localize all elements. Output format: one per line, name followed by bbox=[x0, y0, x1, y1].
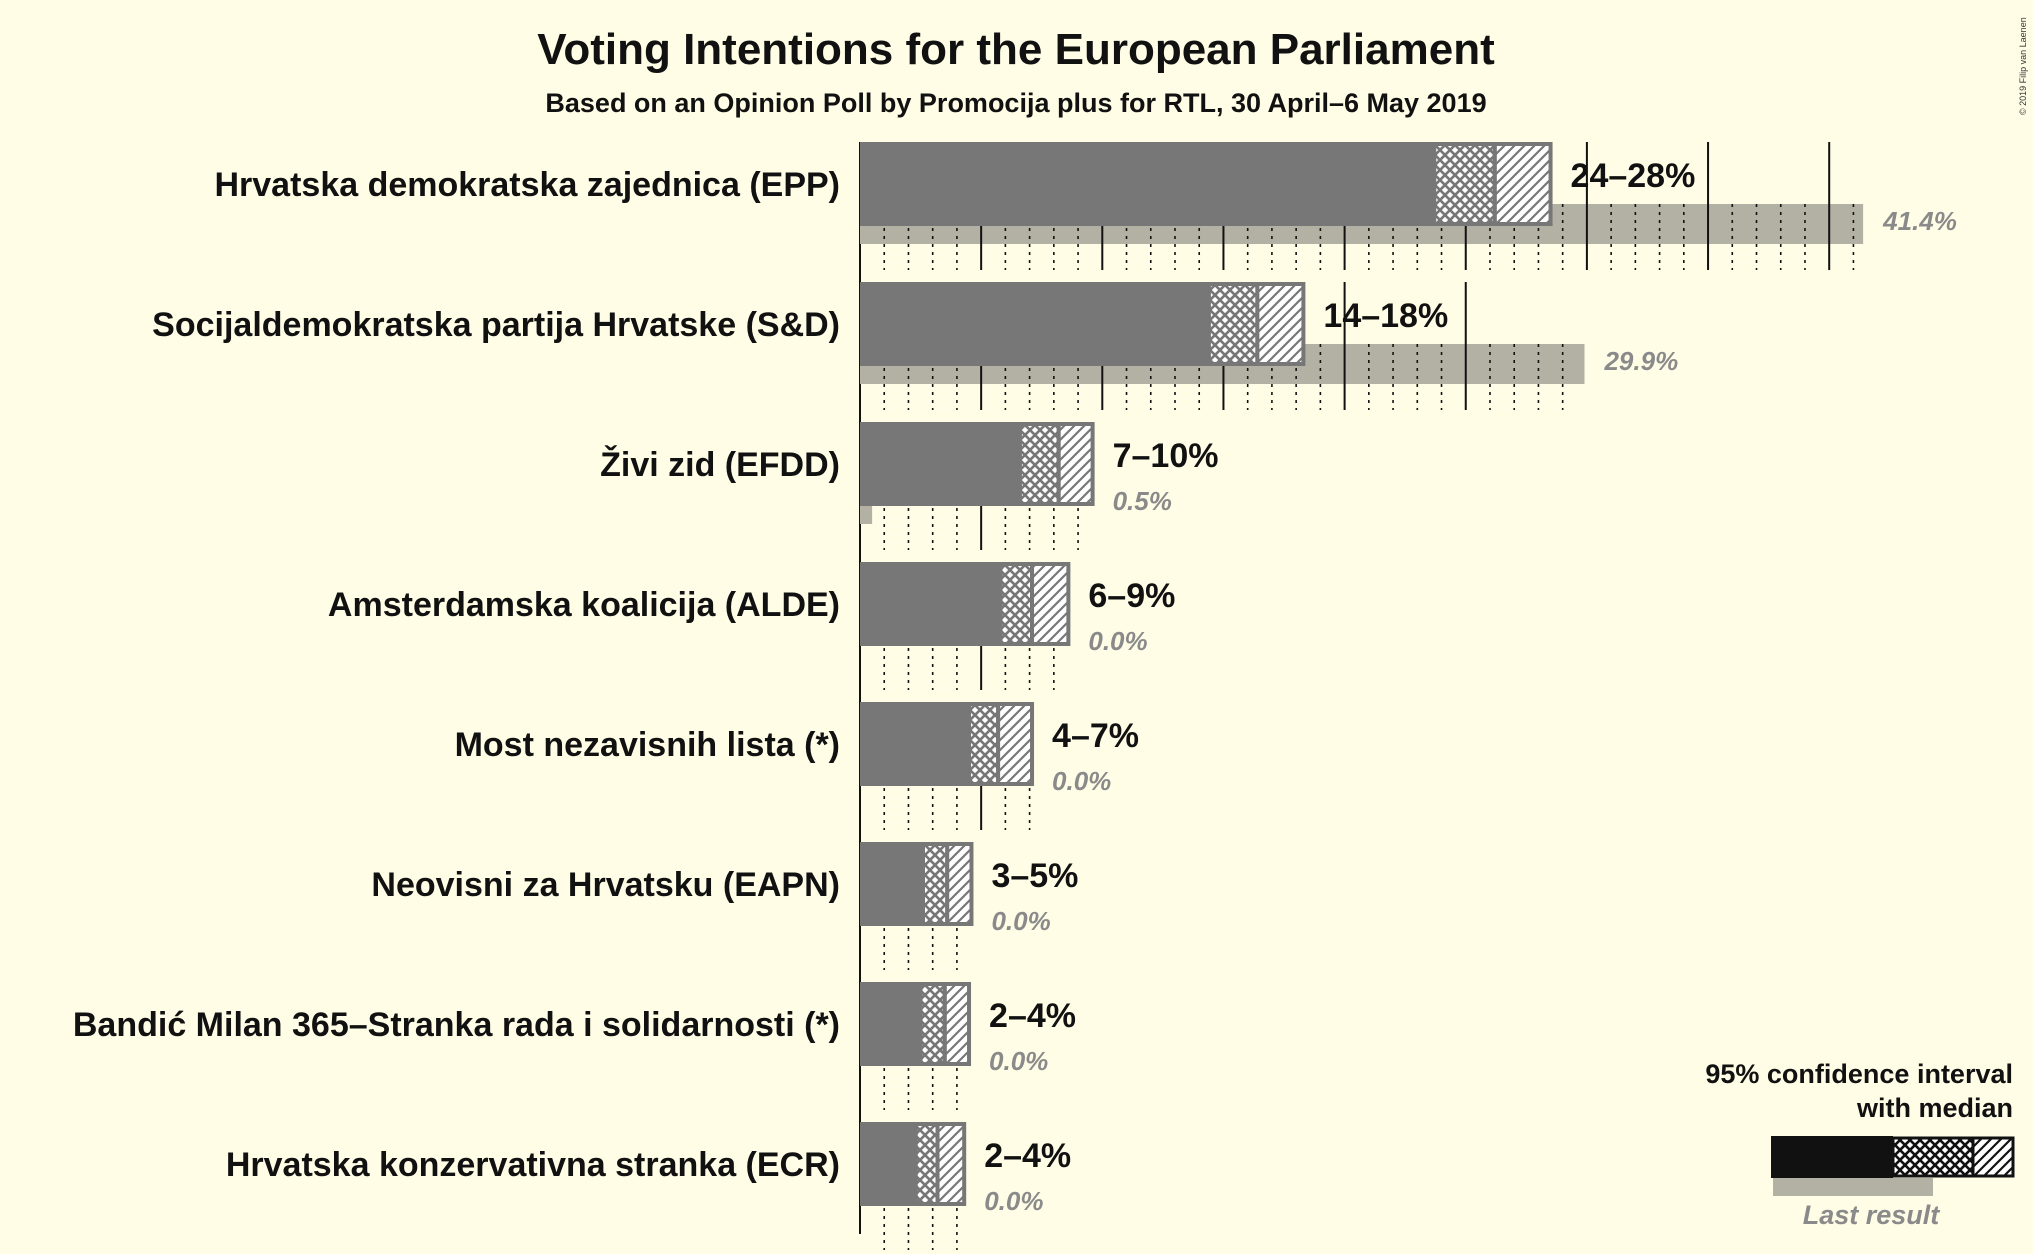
estimate-bar bbox=[860, 422, 1020, 506]
range-label: 7–10% bbox=[1113, 437, 1219, 475]
ci-upper-segment bbox=[935, 1122, 967, 1206]
range-label: 4–7% bbox=[1052, 717, 1139, 755]
party-label: Amsterdamska koalicija (ALDE) bbox=[328, 586, 840, 624]
party-label: Bandić Milan 365–Stranka rada i solidarn… bbox=[73, 1006, 840, 1044]
chart-subtitle: Based on an Opinion Poll by Promocija pl… bbox=[545, 88, 1486, 118]
last-result-label: 41.4% bbox=[1882, 206, 1957, 236]
legend-cross-swatch bbox=[1891, 1136, 1975, 1178]
range-label: 14–18% bbox=[1323, 297, 1448, 335]
legend-hatch-swatch bbox=[1971, 1136, 2015, 1178]
party-label: Most nezavisnih lista (*) bbox=[455, 726, 840, 764]
last-result-label: 0.0% bbox=[991, 906, 1050, 936]
estimate-bar bbox=[860, 282, 1209, 366]
ci-lower-segment bbox=[913, 1122, 940, 1206]
party-label: Socijaldemokratska partija Hrvatske (S&D… bbox=[152, 306, 840, 344]
last-result-label: 0.0% bbox=[1088, 626, 1147, 656]
last-result-label: 0.0% bbox=[1052, 766, 1111, 796]
ci-upper-segment bbox=[945, 842, 974, 926]
ci-upper-segment bbox=[1056, 422, 1095, 506]
ci-lower-segment bbox=[920, 842, 950, 926]
estimate-bar bbox=[860, 562, 1001, 646]
ci-lower-segment bbox=[1017, 422, 1061, 506]
range-label: 6–9% bbox=[1088, 577, 1175, 615]
legend-line-2: with median bbox=[1856, 1093, 2013, 1123]
estimate-bar bbox=[860, 842, 923, 926]
party-label: Živi zid (EFDD) bbox=[600, 446, 840, 484]
legend-last-result-swatch bbox=[1773, 1178, 1933, 1196]
legend-last-result-label: Last result bbox=[1803, 1200, 1941, 1230]
chart-title: Voting Intentions for the European Parli… bbox=[537, 25, 1495, 74]
ci-upper-segment bbox=[996, 702, 1035, 786]
range-label: 2–4% bbox=[989, 997, 1076, 1035]
copyright-notice: © 2019 Filip van Laenen bbox=[2018, 17, 2028, 115]
estimate-bar bbox=[860, 702, 970, 786]
legend-line-1: 95% confidence interval bbox=[1705, 1059, 2013, 1089]
last-result-label: 0.5% bbox=[1113, 486, 1172, 516]
last-result-label: 0.0% bbox=[989, 1046, 1048, 1076]
ci-lower-segment bbox=[967, 702, 1001, 786]
estimate-bar bbox=[860, 982, 921, 1066]
ci-lower-segment bbox=[1206, 282, 1260, 366]
last-result-label: 29.9% bbox=[1603, 346, 1678, 376]
party-label: Neovisni za Hrvatsku (EAPN) bbox=[371, 866, 840, 904]
ci-upper-segment bbox=[1030, 562, 1071, 646]
ci-lower-segment bbox=[918, 982, 947, 1066]
legend: 95% confidence interval with median Last… bbox=[1705, 1059, 2015, 1230]
range-label: 3–5% bbox=[991, 857, 1078, 895]
last-result-label: 0.0% bbox=[984, 1186, 1043, 1216]
chart-rows: Hrvatska demokratska zajednica (EPP) 24–2… bbox=[73, 142, 1957, 1250]
party-label: Hrvatska demokratska zajednica (EPP) bbox=[214, 166, 840, 204]
ci-upper-segment bbox=[942, 982, 972, 1066]
legend-solid-swatch bbox=[1771, 1136, 1893, 1178]
range-label: 24–28% bbox=[1571, 157, 1696, 195]
range-label: 2–4% bbox=[984, 1137, 1071, 1175]
estimate-bar bbox=[860, 142, 1435, 226]
ci-lower-segment bbox=[1432, 142, 1497, 226]
ci-lower-segment bbox=[998, 562, 1035, 646]
party-label: Hrvatska konzervativna stranka (ECR) bbox=[226, 1146, 840, 1184]
estimate-bar bbox=[860, 1122, 916, 1206]
ci-upper-segment bbox=[1492, 142, 1553, 226]
ci-upper-segment bbox=[1255, 282, 1306, 366]
